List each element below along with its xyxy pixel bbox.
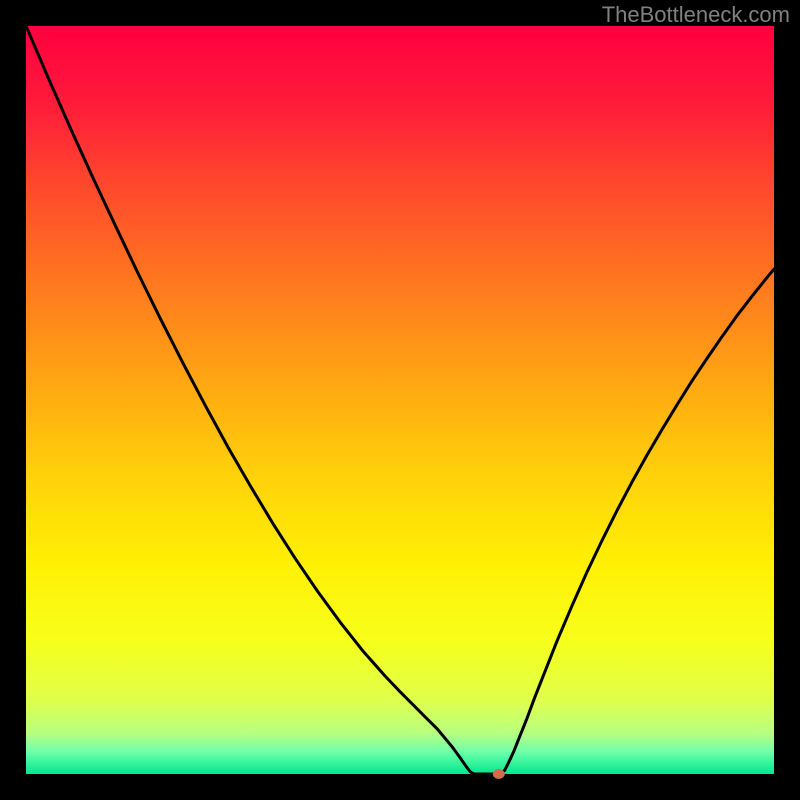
watermark-text: TheBottleneck.com: [602, 2, 790, 28]
chart-container: TheBottleneck.com: [0, 0, 800, 800]
bottleneck-chart: [0, 0, 800, 800]
optimal-point-marker: [493, 769, 505, 779]
chart-background: [26, 26, 774, 774]
